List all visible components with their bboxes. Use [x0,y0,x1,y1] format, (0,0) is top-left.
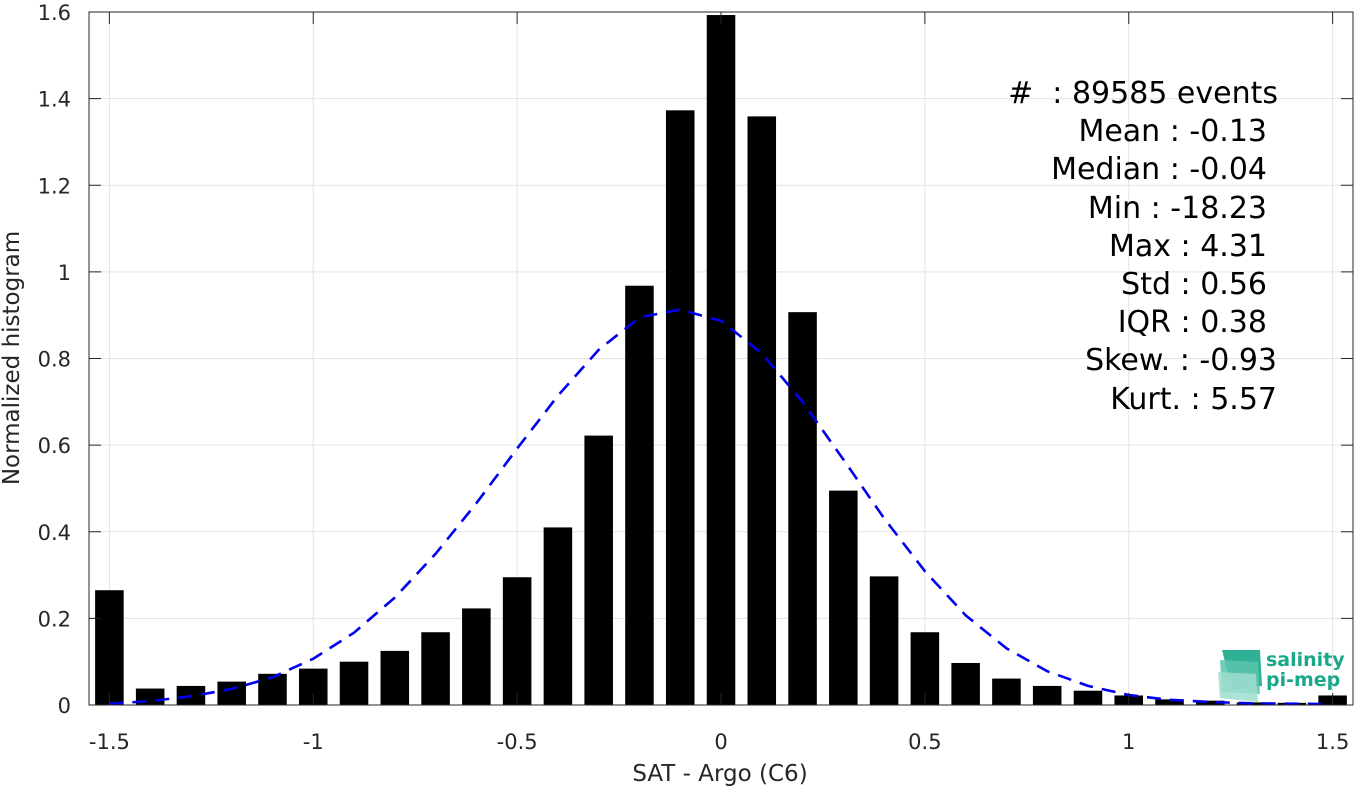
histogram-bar [1155,699,1184,705]
axes-box [88,11,1354,706]
y-tick-label: 1.4 [38,88,71,112]
histogram-bar [869,576,899,705]
stat-median: Median : -0.04 [1051,152,1267,187]
histogram-bar [665,110,695,705]
stat-min: Min : -18.23 [1088,191,1267,226]
histogram-bar [421,632,450,705]
histogram-bar [380,650,410,705]
histogram-bar [462,608,491,705]
y-tick-label: 0 [58,694,71,718]
histogram-bar [992,678,1021,705]
y-tick-label: 0.6 [38,434,71,458]
histogram-bar [747,116,777,706]
stat-max: Max : 4.31 [1109,229,1267,264]
x-axis-label: SAT - Argo (C6) [632,761,807,787]
stat-std: Std : 0.56 [1121,267,1267,302]
wave-logo-icon [1218,650,1262,702]
stat-skewness: Skew. : -0.93 [1085,343,1277,378]
y-tick-label: 1 [58,261,71,285]
y-tick-label: 0.8 [38,348,71,372]
x-tick-label: -1.5 [89,730,130,754]
histogram-bar [584,435,613,705]
salinity-pi-mep-logo: salinity pi-mep [1218,649,1345,702]
histogram-bar [1196,700,1225,705]
x-tick-label: 0.5 [908,730,941,754]
histogram-bar [788,312,817,705]
stat-mean: Mean : -0.13 [1078,114,1267,149]
histogram-bar [829,490,858,705]
x-tick-label: 0 [714,730,727,754]
histogram-bar [910,632,940,705]
histogram-bar [1073,690,1103,705]
x-tick-label: -1 [303,730,324,754]
stat-iqr: IQR : 0.38 [1118,305,1267,340]
stat-events: # : 89585 events [1008,76,1278,111]
statistics-box: # : 89585 events Mean : -0.13 Median : -… [1008,76,1278,417]
histogram-bar [217,681,246,705]
histogram-bar [95,590,124,705]
logo-text-pi-mep: pi-mep [1266,669,1340,691]
histogram-bar [1032,685,1062,705]
histogram-bar [543,527,573,705]
y-tick-label: 1.2 [38,174,71,198]
y-tick-label: 0.2 [38,607,71,631]
stat-kurtosis: Kurt. : 5.57 [1110,382,1277,417]
y-tick-label: 0.4 [38,521,71,545]
x-tick-label: 1 [1122,730,1135,754]
tick-labels: -1.5 -1 -0.5 0 0.5 1 1.5 0 0.2 0.4 0.6 0.8 1 1.2 1.4 1.… [38,1,1350,754]
x-tick-label: -0.5 [497,730,538,754]
histogram-bar [339,661,369,705]
y-tick-label: 1.6 [38,1,71,25]
logo-text-salinity: salinity [1266,649,1345,671]
histogram-bar [625,285,654,705]
histogram-bars [95,15,1347,706]
histogram-bar [951,662,980,705]
histogram-bar [706,15,736,706]
histogram-bar [258,673,287,705]
histogram-bar [502,577,532,705]
x-tick-label: 1.5 [1316,730,1349,754]
y-axis-label: Normalized histogram [0,231,25,485]
